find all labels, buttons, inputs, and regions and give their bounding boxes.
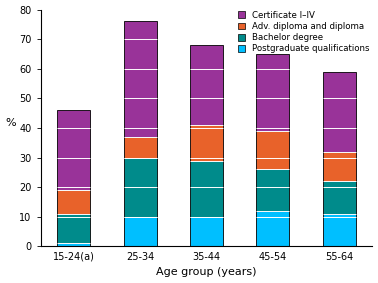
Bar	[190, 160, 223, 217]
Bar	[124, 137, 157, 158]
Bar	[256, 54, 290, 131]
Y-axis label: %: %	[6, 118, 16, 128]
Bar	[190, 45, 223, 125]
Bar	[256, 170, 290, 211]
Bar	[124, 22, 157, 137]
Legend: Certificate I–IV, Adv. diploma and diploma, Bachelor degree, Postgraduate qualif: Certificate I–IV, Adv. diploma and diplo…	[236, 9, 372, 55]
Bar	[190, 217, 223, 246]
Bar	[323, 152, 356, 181]
Bar	[124, 158, 157, 217]
X-axis label: Age group (years): Age group (years)	[156, 267, 257, 277]
Bar	[57, 243, 90, 246]
Bar	[124, 217, 157, 246]
Bar	[57, 214, 90, 243]
Bar	[256, 131, 290, 170]
Bar	[323, 181, 356, 214]
Bar	[57, 110, 90, 190]
Bar	[190, 125, 223, 160]
Bar	[323, 214, 356, 246]
Bar	[57, 190, 90, 214]
Bar	[256, 211, 290, 246]
Bar	[323, 72, 356, 152]
